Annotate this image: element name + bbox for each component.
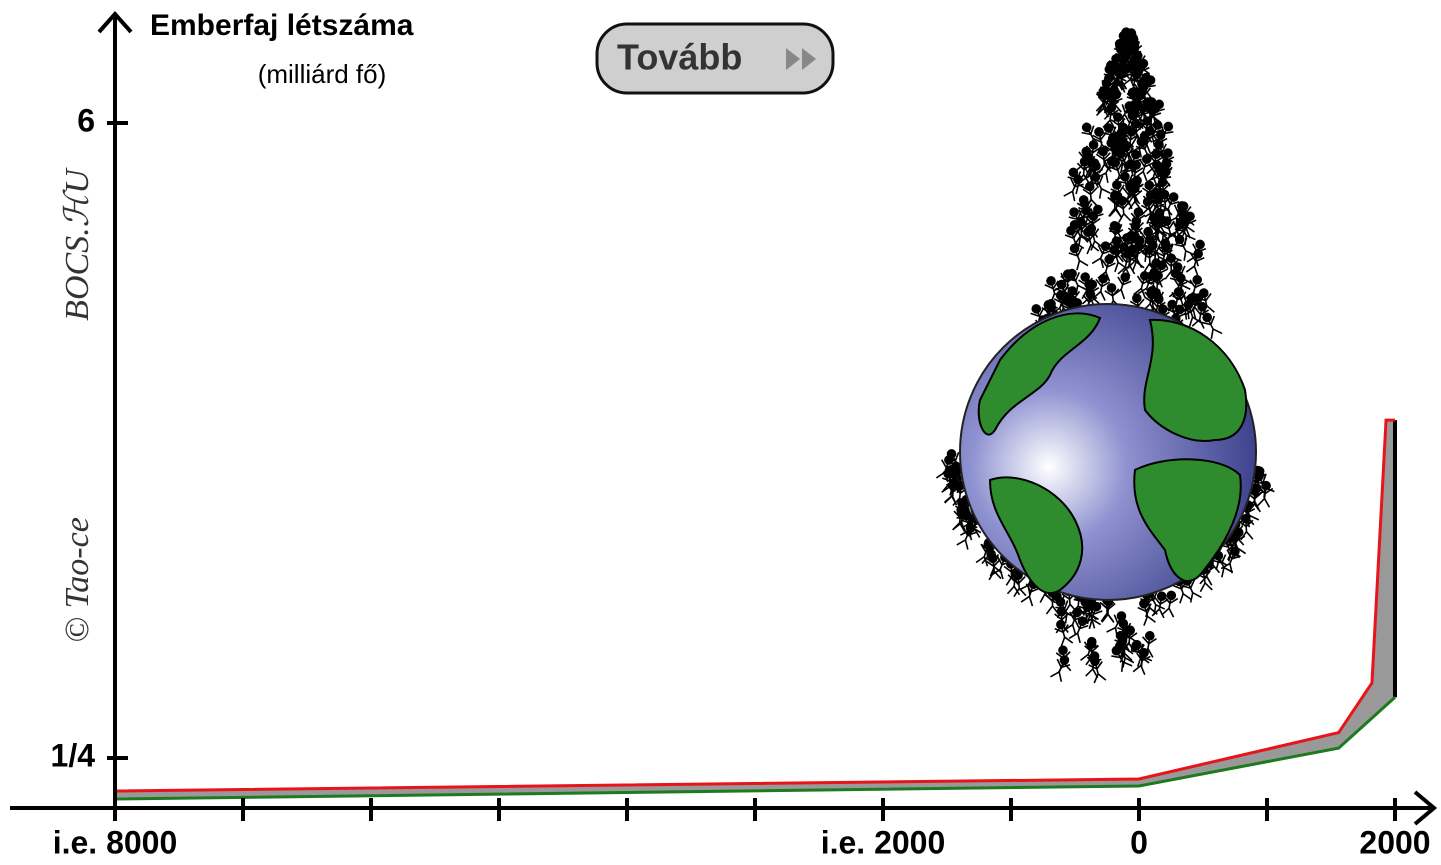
x-tick-label: i.e. 8000 bbox=[53, 824, 178, 860]
figure-head bbox=[1088, 280, 1097, 289]
figure-head bbox=[1157, 592, 1166, 601]
y-tick-label: 6 bbox=[77, 102, 95, 138]
figure-head bbox=[1122, 31, 1131, 40]
figure-head bbox=[1145, 631, 1154, 640]
x-tick-label: i.e. 2000 bbox=[821, 824, 946, 860]
figure-head bbox=[1094, 127, 1103, 136]
x-tick-label: 2000 bbox=[1359, 824, 1430, 860]
x-tick-label: 0 bbox=[1130, 824, 1148, 860]
chart-title: Emberfaj létszáma bbox=[150, 9, 414, 42]
figure-head bbox=[1168, 192, 1179, 203]
figure-head bbox=[957, 505, 966, 514]
figure-head bbox=[1067, 286, 1077, 296]
figure-head bbox=[1161, 242, 1170, 251]
button-label[interactable]: Tovább bbox=[617, 37, 742, 78]
figure-head bbox=[1119, 138, 1128, 147]
figure-head bbox=[1057, 608, 1065, 616]
figure-head bbox=[1113, 192, 1122, 201]
figure-head bbox=[1179, 201, 1189, 211]
figure-head bbox=[1059, 646, 1068, 655]
watermark: © Tao-ce bbox=[59, 517, 96, 643]
figure-head bbox=[1112, 222, 1121, 231]
figure-head bbox=[1132, 294, 1141, 303]
figure-head bbox=[1192, 275, 1202, 285]
figure-head bbox=[1139, 83, 1148, 92]
figure-head bbox=[1134, 208, 1143, 217]
figure-head bbox=[1082, 151, 1091, 160]
figure-head bbox=[1118, 636, 1127, 645]
figure-head bbox=[1163, 121, 1174, 132]
figure-head bbox=[1262, 481, 1271, 490]
globe bbox=[960, 304, 1256, 600]
figure-head bbox=[1132, 160, 1141, 169]
figure-head bbox=[1143, 117, 1152, 126]
figure-head bbox=[1126, 626, 1135, 635]
y-tick-label: 1/4 bbox=[51, 737, 96, 773]
figure-head bbox=[1101, 91, 1110, 100]
figure-head bbox=[1031, 304, 1041, 314]
figure-head bbox=[1195, 239, 1205, 249]
figure-head bbox=[1069, 296, 1077, 304]
figure-head bbox=[1107, 283, 1116, 292]
stick-figure bbox=[1067, 242, 1089, 270]
chart: BOCS.ℋU © Tao-ce Emberfaj létszáma (mill… bbox=[0, 0, 1441, 865]
chart-subtitle: (milliárd fő) bbox=[258, 59, 387, 89]
figure-head bbox=[1069, 207, 1080, 218]
next-button[interactable]: Tovább bbox=[597, 24, 833, 93]
figure-head bbox=[1099, 274, 1108, 283]
figure-head bbox=[1167, 591, 1176, 600]
figure-head bbox=[1089, 140, 1098, 149]
figure-head bbox=[1046, 276, 1056, 286]
figure-head bbox=[1132, 217, 1141, 226]
figure-head bbox=[1087, 640, 1095, 648]
figure-head bbox=[1154, 294, 1163, 303]
figure-head bbox=[1112, 237, 1120, 245]
figure-head bbox=[1107, 139, 1116, 148]
figure-head bbox=[1199, 288, 1209, 298]
watermark: BOCS.ℋU bbox=[59, 167, 96, 321]
figure-head bbox=[1113, 63, 1122, 72]
figure-head bbox=[1081, 122, 1092, 133]
